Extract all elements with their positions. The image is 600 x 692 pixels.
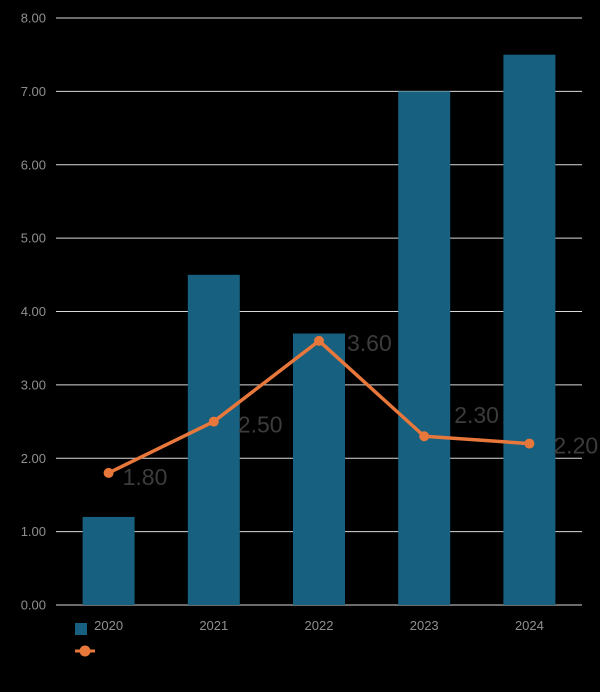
line-series xyxy=(103,335,535,478)
x-tick-label: 2020 xyxy=(94,618,123,633)
x-tick-label: 2022 xyxy=(305,618,334,633)
data-label: 3.60 xyxy=(347,330,392,356)
x-tick-label: 2021 xyxy=(199,618,228,633)
bar xyxy=(187,274,240,605)
bar xyxy=(503,54,556,605)
x-axis-ticks: 2020 2021 2022 2023 2024 xyxy=(94,618,544,633)
y-tick-label: 1.00 xyxy=(21,524,46,539)
data-label: 2.50 xyxy=(238,412,283,438)
data-label: 2.20 xyxy=(553,433,598,459)
y-tick-label: 7.00 xyxy=(21,84,46,99)
line-point xyxy=(419,431,430,442)
bar xyxy=(293,333,345,605)
y-tick-label: 3.00 xyxy=(21,377,46,392)
x-tick-label: 2023 xyxy=(410,618,439,633)
legend xyxy=(75,623,95,657)
y-tick-label: 8.00 xyxy=(21,11,46,26)
bar xyxy=(398,91,451,605)
legend-swatch-bar xyxy=(75,623,87,635)
bar-series xyxy=(82,54,556,605)
data-label: 2.30 xyxy=(454,402,499,428)
line-point xyxy=(524,438,535,449)
line-point xyxy=(314,335,324,346)
line-point xyxy=(103,467,114,478)
legend-swatch-marker xyxy=(79,645,91,657)
y-axis-ticks: 0.00 1.00 2.00 3.00 4.00 5.00 6.00 7.00 8.00 xyxy=(21,11,46,613)
y-tick-label: 0.00 xyxy=(21,598,46,613)
y-tick-label: 5.00 xyxy=(21,231,46,246)
y-tick-label: 4.00 xyxy=(21,304,46,319)
bar xyxy=(82,516,135,605)
line-point xyxy=(208,416,219,427)
y-tick-label: 6.00 xyxy=(21,157,46,172)
y-tick-label: 2.00 xyxy=(21,451,46,466)
data-labels: 1.80 2.50 3.60 2.30 2.20 xyxy=(123,330,599,490)
x-tick-label: 2024 xyxy=(515,618,544,633)
data-label: 1.80 xyxy=(123,464,168,490)
